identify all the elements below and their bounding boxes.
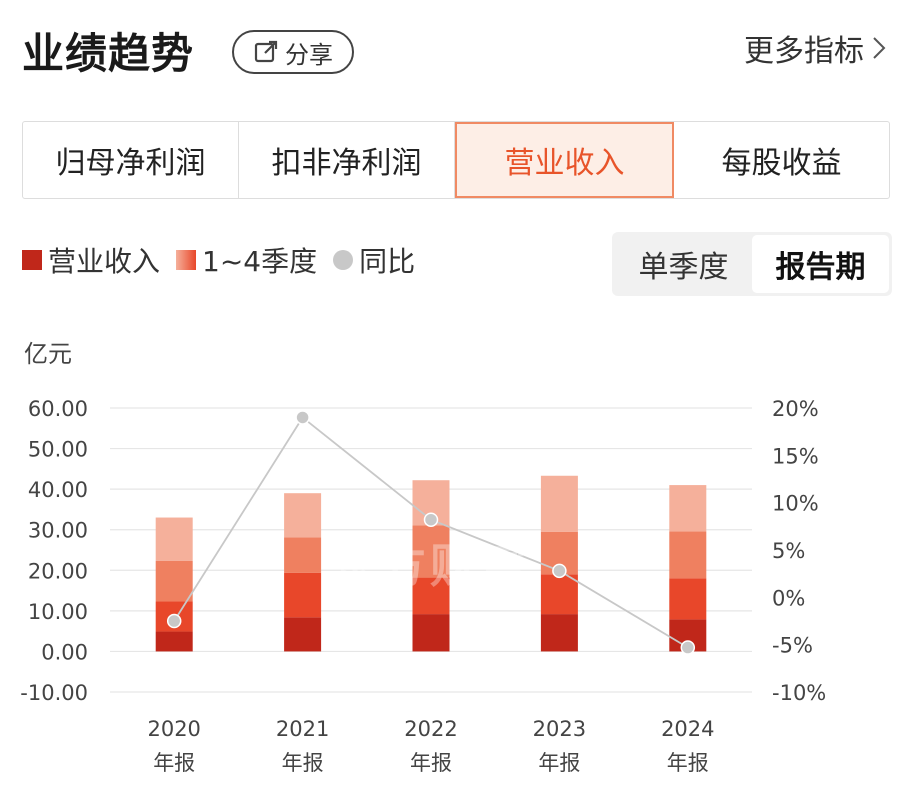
y-right-tick-label: 15% bbox=[772, 444, 819, 468]
y-right-tick-label: 0% bbox=[772, 586, 805, 610]
revenue-chart: 60.00 50.00 40.00 30.00 20.00 10.00 0.00 -10.00… bbox=[20, 397, 826, 775]
bar-segment-q2 bbox=[540, 574, 578, 615]
x-tick-label: 2021 bbox=[276, 717, 329, 741]
metric-tabs: 归母净利润 扣非净利润 营业收入 每股收益 bbox=[22, 121, 890, 199]
x-tick-label: 2024 bbox=[661, 717, 714, 741]
page-title: 业绩趋势 bbox=[22, 29, 195, 78]
bar-segment-q1 bbox=[540, 614, 578, 652]
period-toggle: 单季度 报告期 bbox=[612, 232, 892, 296]
legend-item-revenue[interactable]: 营业收入 bbox=[22, 240, 160, 280]
y-left-tick-label: 10.00 bbox=[28, 600, 88, 624]
bar-segment-q3 bbox=[669, 531, 707, 579]
bar-segment-q4 bbox=[155, 517, 193, 561]
tab-revenue[interactable]: 营业收入 bbox=[455, 122, 674, 198]
y-left-tick-label: 60.00 bbox=[28, 397, 88, 421]
y-left-tick-label: 30.00 bbox=[28, 519, 88, 543]
yoy-point bbox=[166, 613, 182, 629]
tab-eps[interactable]: 每股收益 bbox=[721, 146, 842, 181]
legend-swatch-yoy bbox=[333, 250, 354, 270]
header: 业绩趋势 分享 更多指标 bbox=[0, 0, 904, 100]
bar-segment-q4 bbox=[669, 485, 707, 532]
x-tick-label: 年报 bbox=[282, 751, 324, 775]
bar-segment-q2 bbox=[412, 577, 450, 615]
more-indicators-link[interactable]: 更多指标 bbox=[744, 26, 886, 70]
bar-segment-q1 bbox=[284, 617, 322, 652]
y-left-tick-label: -10.00 bbox=[20, 681, 88, 705]
legend-item-yoy[interactable]: 同比 bbox=[333, 240, 415, 280]
x-tick-label: 年报 bbox=[153, 751, 195, 775]
bar-segment-q2 bbox=[669, 578, 707, 620]
bar-segment-q3 bbox=[284, 537, 322, 573]
legend-label-quarters: 1~4季度 bbox=[202, 245, 318, 278]
bar-segment-q1 bbox=[155, 631, 193, 652]
legend-swatch-revenue bbox=[22, 250, 42, 270]
yoy-point bbox=[423, 512, 439, 527]
y-left-tick-label: 0.00 bbox=[41, 640, 88, 664]
more-label: 更多指标 bbox=[744, 34, 864, 69]
chart-legend: 营业收入 1~4季度 同比 bbox=[22, 240, 431, 280]
y-left-tick-label: 20.00 bbox=[28, 559, 88, 583]
bar-segment-q4 bbox=[284, 493, 322, 538]
share-button[interactable]: 分享 bbox=[232, 30, 354, 74]
share-out-icon bbox=[254, 40, 278, 63]
y-right-tick-label: 10% bbox=[772, 492, 819, 516]
legend-label-revenue: 营业收入 bbox=[48, 245, 161, 278]
y-left-tick-label: 40.00 bbox=[28, 478, 88, 502]
yoy-point bbox=[680, 640, 696, 655]
legend-item-quarters[interactable]: 1~4季度 bbox=[176, 240, 317, 280]
y-right-tick-label: 20% bbox=[772, 397, 819, 421]
bar-segment-q2 bbox=[284, 572, 322, 618]
x-tick-label: 年报 bbox=[410, 751, 452, 775]
share-label: 分享 bbox=[285, 40, 333, 69]
x-tick-label: 2022 bbox=[404, 717, 457, 741]
bar-segment-q3 bbox=[412, 525, 450, 578]
yoy-point bbox=[295, 410, 310, 425]
legend-label-yoy: 同比 bbox=[359, 245, 416, 278]
tab-net-profit[interactable]: 归母净利润 bbox=[23, 122, 239, 198]
tab-deducted-net-profit[interactable]: 扣非净利润 bbox=[239, 122, 455, 198]
legend-swatch-quarters bbox=[176, 250, 197, 270]
chevron-right-icon bbox=[873, 37, 886, 59]
x-tick-label: 年报 bbox=[538, 751, 580, 775]
y-right-tick-label: -10% bbox=[772, 681, 826, 705]
bar-segment-q4 bbox=[540, 475, 578, 532]
period-option-single-quarter[interactable]: 单季度 bbox=[638, 250, 729, 285]
y-right-tick-label: 5% bbox=[772, 539, 805, 563]
yoy-point bbox=[552, 563, 567, 579]
y-left-tick-label: 50.00 bbox=[28, 438, 88, 462]
y-right-tick-label: -5% bbox=[772, 634, 813, 658]
period-option-report-period[interactable]: 报告期 bbox=[752, 235, 889, 293]
x-tick-label: 2020 bbox=[147, 717, 200, 741]
bar-segment-q1 bbox=[412, 614, 450, 652]
y-axis-unit-label: 亿元 bbox=[24, 340, 72, 368]
x-tick-label: 2023 bbox=[533, 717, 586, 741]
bar-segment-q3 bbox=[155, 560, 193, 602]
x-tick-label: 年报 bbox=[667, 751, 709, 775]
